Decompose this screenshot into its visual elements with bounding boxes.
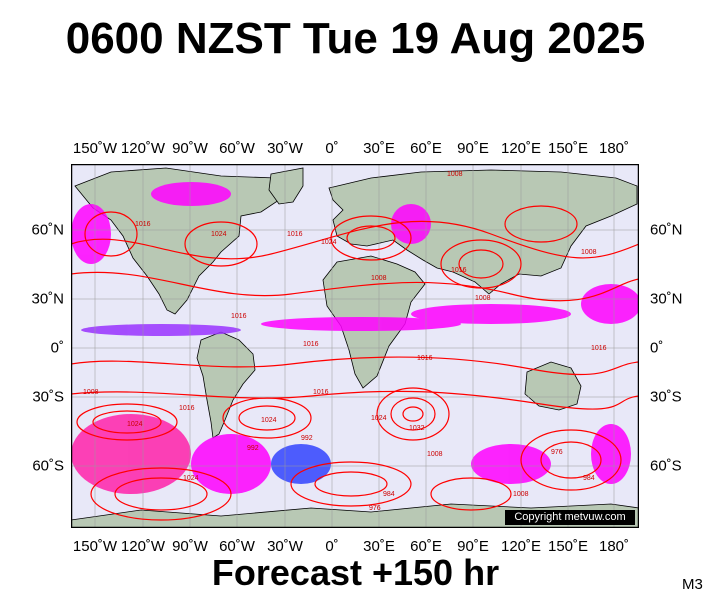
lon-label-bottom: 120˚E bbox=[500, 538, 542, 555]
isobar-label: 1024 bbox=[183, 475, 199, 482]
precipitation bbox=[71, 182, 639, 494]
isobar-label: 1016 bbox=[451, 267, 467, 274]
rain-area bbox=[71, 204, 111, 264]
rain-area bbox=[261, 317, 461, 331]
south-america bbox=[196, 331, 256, 439]
lon-label-top: 60˚E bbox=[410, 140, 442, 157]
lon-label-top: 30˚E bbox=[363, 140, 395, 157]
lon-label-top: 90˚E bbox=[457, 140, 489, 157]
forecast-label: Forecast +150 hr bbox=[211, 552, 500, 593]
rain-area bbox=[581, 284, 639, 324]
isobar-labels: 1016 1024 1016 1016 1016 1024 1008 1008 … bbox=[83, 171, 607, 512]
lon-label-bottom: 60˚W bbox=[219, 538, 255, 555]
isobar-label: 1008 bbox=[371, 275, 387, 282]
isobar-label: 1008 bbox=[427, 451, 443, 458]
rain-area bbox=[391, 204, 431, 244]
isobar-label: 1008 bbox=[447, 171, 463, 178]
isobar-label: 984 bbox=[383, 491, 395, 498]
lon-label-bottom: 120˚W bbox=[120, 538, 166, 555]
weather-map: 1016 1024 1016 1016 1016 1024 1008 1008 … bbox=[71, 164, 639, 528]
isobar-label: 1016 bbox=[135, 221, 151, 228]
isobar-label: 1016 bbox=[179, 405, 195, 412]
isobar-label: 1008 bbox=[513, 491, 529, 498]
isobar-label: 1016 bbox=[591, 345, 607, 352]
lat-label-right: 30˚N bbox=[650, 290, 683, 308]
lon-label-bottom: 150˚E bbox=[547, 538, 589, 555]
grid bbox=[71, 164, 639, 528]
lat-label-right: 60˚N bbox=[650, 221, 683, 239]
isobar-label: 992 bbox=[301, 435, 313, 442]
isobar-label: 976 bbox=[369, 505, 381, 512]
rain-area bbox=[591, 424, 631, 484]
lon-label-top: 90˚W bbox=[172, 140, 208, 157]
lat-label-left: 30˚S bbox=[32, 388, 64, 406]
lat-label-left: 60˚N bbox=[31, 221, 64, 239]
isobar-label: 1016 bbox=[417, 355, 433, 362]
isobar-label: 1016 bbox=[313, 389, 329, 396]
lon-label-bottom: 150˚W bbox=[72, 538, 118, 555]
lon-label-top: 120˚E bbox=[500, 140, 542, 157]
lat-label-right: 0˚ bbox=[650, 339, 664, 357]
isobar-label: 1008 bbox=[83, 389, 99, 396]
north-america bbox=[74, 167, 286, 315]
lon-label-bottom: 180˚ bbox=[598, 538, 630, 555]
rain-area bbox=[411, 304, 571, 324]
map-frame bbox=[71, 164, 639, 528]
lat-label-left: 60˚S bbox=[32, 457, 64, 475]
isobar-label: 1016 bbox=[303, 341, 319, 348]
isobar-label: 984 bbox=[583, 475, 595, 482]
copyright-label: Copyright metvuw.com bbox=[505, 510, 635, 525]
isobar-label: 1024 bbox=[321, 239, 337, 246]
lon-label-bottom: 30˚W bbox=[267, 538, 303, 555]
isobar-label: 1008 bbox=[581, 249, 597, 256]
isobar-label: 1024 bbox=[261, 417, 277, 424]
isobar-label: 1016 bbox=[287, 231, 303, 238]
isobar-label: 1024 bbox=[127, 421, 143, 428]
lon-label-bottom: 0˚ bbox=[325, 538, 339, 555]
rain-area bbox=[81, 324, 241, 336]
rain-area bbox=[471, 444, 551, 484]
rain-area bbox=[191, 434, 271, 494]
greenland bbox=[268, 167, 304, 205]
isobar-label: 976 bbox=[551, 449, 563, 456]
lat-label-right: 60˚S bbox=[650, 457, 682, 475]
lon-label-top: 30˚W bbox=[267, 140, 303, 157]
lon-label-bottom: 90˚W bbox=[172, 538, 208, 555]
eurasia bbox=[328, 169, 638, 295]
lon-label-top: 150˚W bbox=[72, 140, 118, 157]
rain-area bbox=[271, 444, 331, 484]
isobar-label: 1024 bbox=[371, 415, 387, 422]
lon-label-top: 0˚ bbox=[325, 140, 339, 157]
model-code-label: M3 bbox=[682, 576, 703, 593]
lat-label-right: 30˚S bbox=[650, 388, 682, 406]
map-title: 0600 NZST Tue 19 Aug 2025 bbox=[65, 14, 646, 63]
isobars bbox=[71, 205, 639, 521]
rain-area bbox=[71, 414, 191, 494]
isobar-label: 1008 bbox=[475, 295, 491, 302]
isobar-label: 992 bbox=[247, 445, 259, 452]
rain-area bbox=[151, 182, 231, 206]
isobar-label: 1016 bbox=[231, 313, 247, 320]
lat-label-left: 0˚ bbox=[50, 339, 64, 357]
lon-label-top: 60˚W bbox=[219, 140, 255, 157]
lon-label-bottom: 60˚E bbox=[410, 538, 442, 555]
isobar-label: 1032 bbox=[409, 425, 425, 432]
lon-label-bottom: 30˚E bbox=[363, 538, 395, 555]
lon-label-top: 150˚E bbox=[547, 140, 589, 157]
lat-label-left: 30˚N bbox=[31, 290, 64, 308]
antarctica bbox=[71, 503, 639, 528]
isobar-label: 1024 bbox=[211, 231, 227, 238]
lon-label-top: 120˚W bbox=[120, 140, 166, 157]
lon-label-bottom: 90˚E bbox=[457, 538, 489, 555]
lon-label-top: 180˚ bbox=[598, 140, 630, 157]
